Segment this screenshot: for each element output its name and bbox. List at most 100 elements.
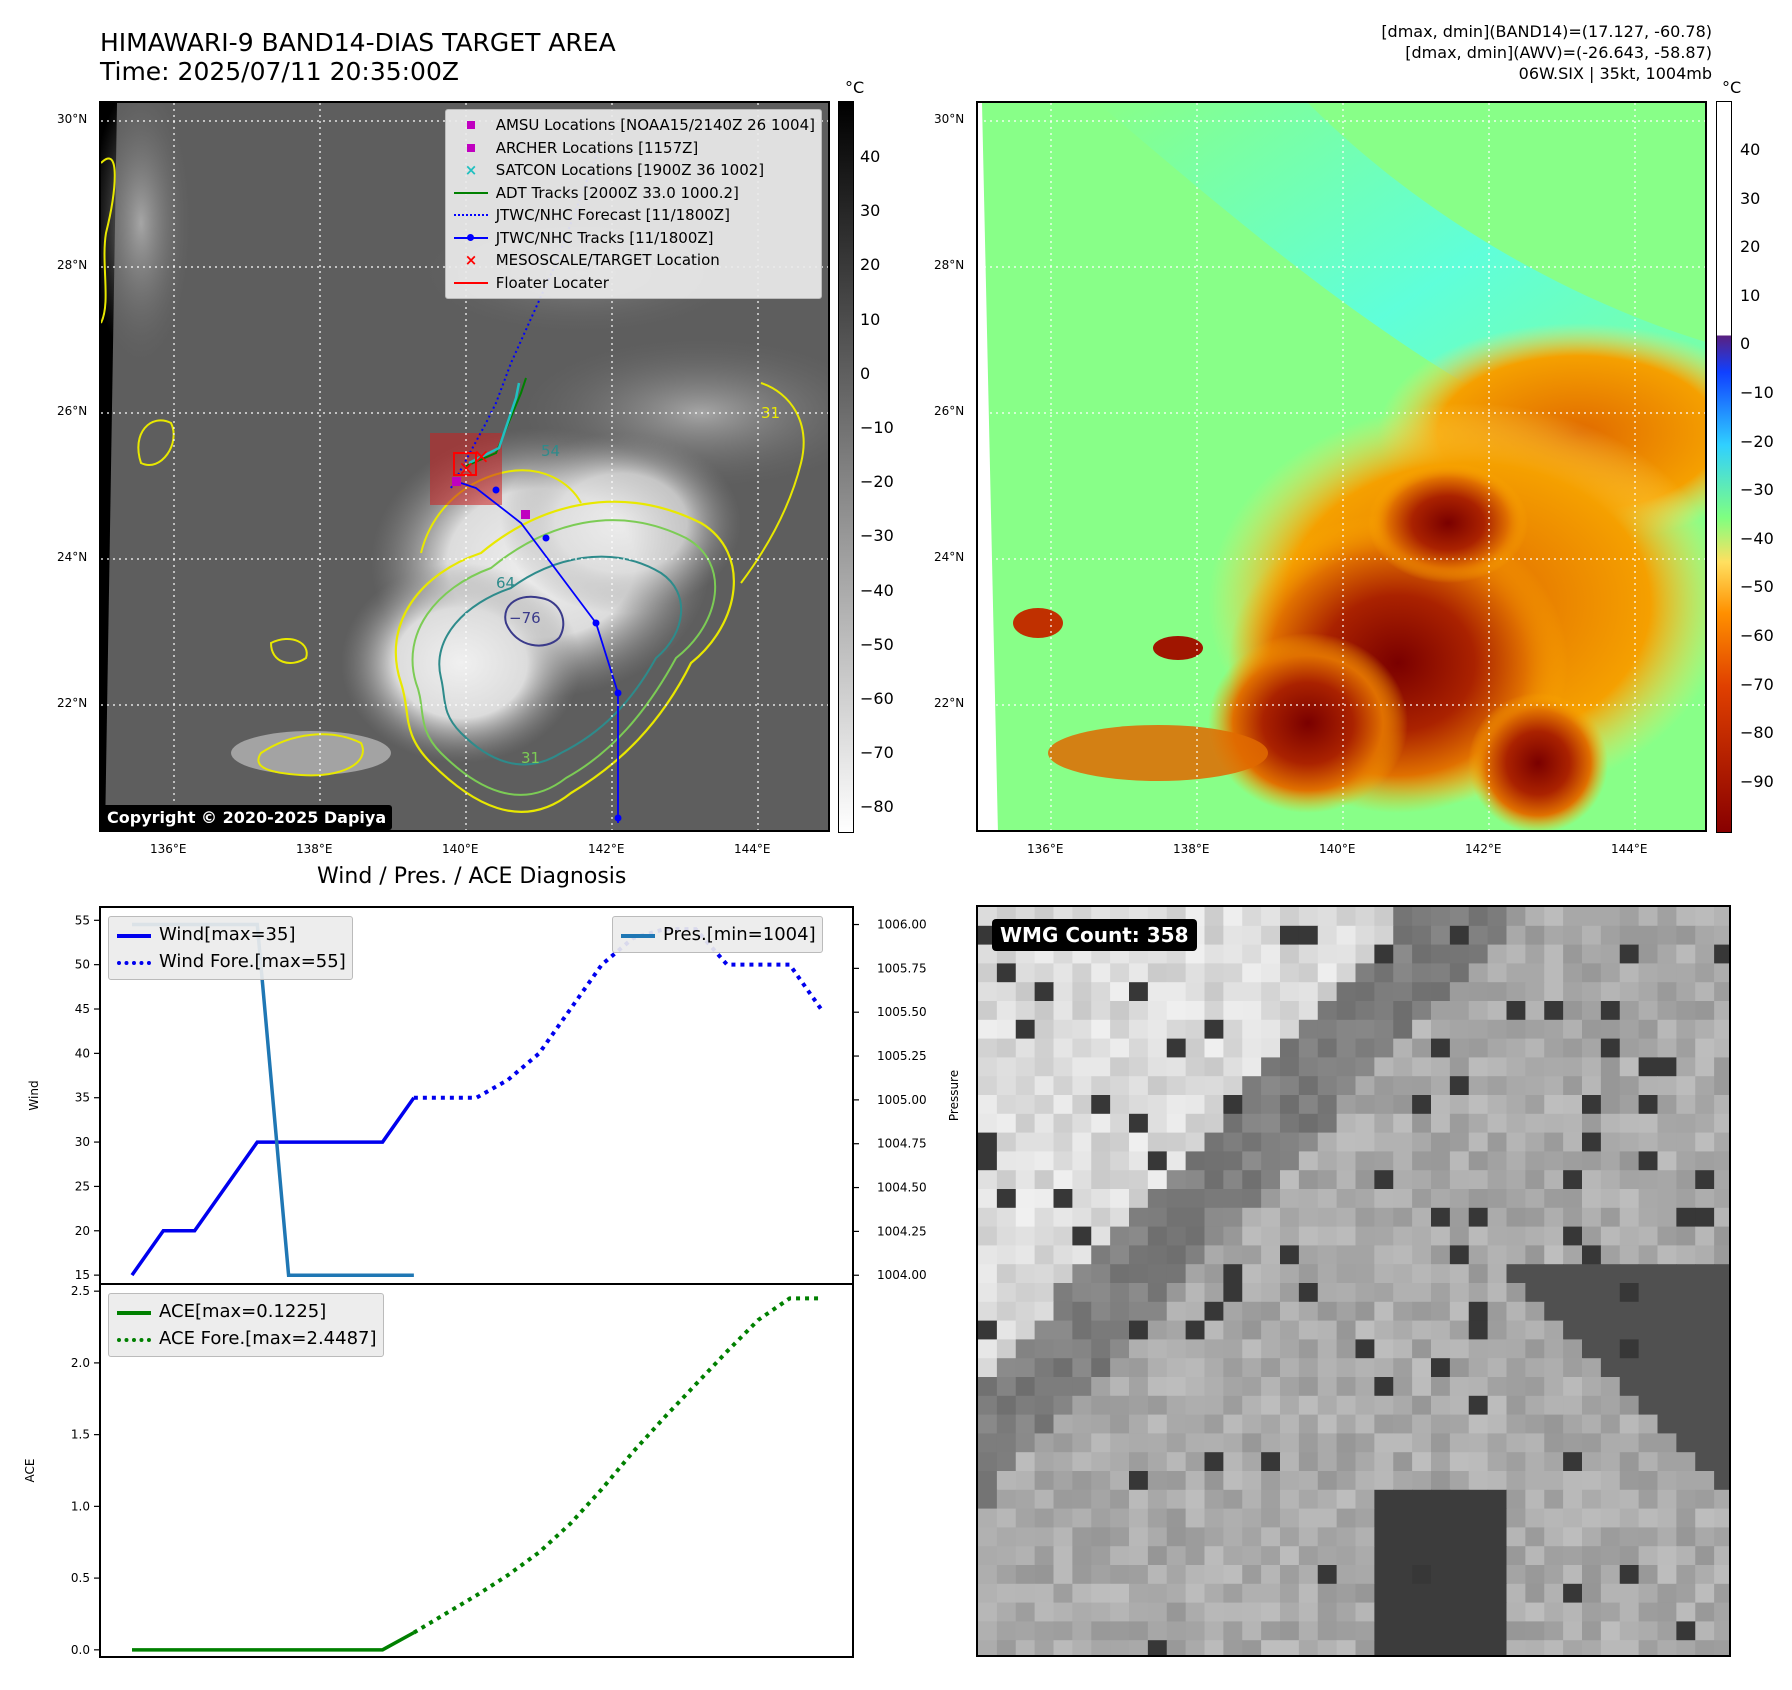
wmg-cell: [1374, 1527, 1394, 1547]
wmg-cell: [1563, 1471, 1583, 1491]
wmg-cell: [1166, 1339, 1187, 1359]
wmg-cell: [1053, 1207, 1073, 1228]
wmg-cell: [1600, 1621, 1621, 1641]
wmg-cell: [1412, 1583, 1432, 1604]
wmg-cell: [1657, 1527, 1677, 1547]
wmg-cell: [1053, 1565, 1073, 1585]
wmg-cell: [1147, 1076, 1168, 1096]
wmg-cell: [1525, 1001, 1545, 1021]
wmg-cell: [1619, 1414, 1640, 1434]
wmg-cell: [1582, 1038, 1602, 1058]
wmg-cell: [1034, 1471, 1054, 1491]
wmg-cell: [1336, 1095, 1356, 1115]
wmg-cell: [1280, 1170, 1300, 1190]
wmg-cell: [1619, 1113, 1640, 1134]
wmg-cell: [1638, 1189, 1658, 1209]
wmg-cell: [1487, 1395, 1507, 1416]
wmg-cell: [1204, 1057, 1224, 1077]
wmg-cell: [1336, 1076, 1356, 1096]
colorbar-tick-label: −40: [860, 580, 894, 600]
wmg-cell: [1242, 1057, 1262, 1077]
wmg-cell: [1468, 1189, 1489, 1209]
wmg-cell: [1657, 1038, 1677, 1058]
wmg-cell: [1468, 1640, 1489, 1655]
wmg-cell: [1091, 1489, 1111, 1510]
wmg-cell: [1166, 1527, 1187, 1547]
wmg-cell: [1185, 1076, 1205, 1096]
wmg-cell: [1374, 1019, 1394, 1040]
wmg-cell: [1657, 1320, 1677, 1340]
wmg-cell: [1431, 1301, 1451, 1322]
wmg-pixel-grid: [978, 907, 1729, 1655]
wmg-cell: [1091, 1057, 1111, 1077]
wmg-cell: [1110, 1433, 1130, 1453]
wmg-cell: [1317, 1358, 1338, 1378]
wmg-cell: [1393, 1508, 1413, 1528]
wmg-cell: [1657, 1301, 1677, 1322]
wmg-cell: [1468, 1339, 1489, 1359]
wmg-cell: [1261, 1452, 1281, 1472]
wmg-cell: [1544, 963, 1564, 983]
wmg-cell: [1563, 1565, 1583, 1585]
wmg-cell: [1695, 1395, 1715, 1416]
wmg-cell: [1317, 1019, 1338, 1040]
wmg-cell: [1317, 1489, 1338, 1510]
wmg-cell: [1619, 1602, 1640, 1622]
wmg-cell: [1185, 1339, 1205, 1359]
wmg-cell: [1676, 925, 1696, 946]
wmg-cell: [1506, 1001, 1526, 1021]
wmg-cell: [1280, 1283, 1300, 1303]
legend-item: JTWC/NHC Tracks [11/1800Z]: [452, 227, 815, 250]
wmg-cell: [1487, 1489, 1507, 1510]
lat-tick-label: 26°N: [57, 404, 88, 418]
wmg-cell: [1261, 1433, 1281, 1453]
wmg-cell: [1091, 1414, 1111, 1434]
wmg-cell: [1317, 1283, 1338, 1303]
wmg-cell: [1487, 1113, 1507, 1134]
wmg-cell: [1204, 1377, 1224, 1397]
wmg-cell: [1449, 1001, 1470, 1021]
wmg-cell: [1091, 1132, 1111, 1152]
wmg-cell: [1657, 1113, 1677, 1134]
wmg-cell: [1449, 1076, 1470, 1096]
wmg-cell: [1317, 1395, 1338, 1416]
wmg-cell: [1582, 982, 1602, 1002]
wmg-cell: [1393, 1583, 1413, 1604]
wmg-cell: [1638, 1264, 1658, 1284]
wmg-cell: [1298, 1508, 1319, 1528]
wmg-cell: [1129, 1621, 1149, 1641]
wmg-cell: [1072, 1320, 1092, 1340]
wmg-cell: [1695, 1583, 1715, 1604]
wmg-cell: [1223, 1583, 1243, 1604]
wmg-cell: [1034, 1226, 1054, 1246]
wmg-cell: [1298, 1377, 1319, 1397]
wmg-cell: [1336, 1019, 1356, 1040]
wmg-cell: [1431, 1471, 1451, 1491]
wmg-cell: [996, 1095, 1017, 1115]
wmg-cell: [1317, 963, 1338, 983]
legend-item: ACE Fore.[max=2.4487]: [115, 1325, 377, 1352]
wmg-cell: [1355, 1602, 1375, 1622]
wmg-cell: [996, 1189, 1017, 1209]
wmg-cell: [1374, 1377, 1394, 1397]
wmg-cell: [1563, 1621, 1583, 1641]
wmg-cell: [1582, 1113, 1602, 1134]
wmg-cell: [1317, 1546, 1338, 1566]
wmg-cell: [1657, 1207, 1677, 1228]
wmg-cell: [1714, 1170, 1729, 1190]
wmg-cell: [1053, 1151, 1073, 1171]
wmg-cell: [1657, 963, 1677, 983]
wmg-cell: [1223, 1207, 1243, 1228]
wmg-cell: [1506, 1245, 1526, 1265]
wmg-cell: [1487, 925, 1507, 946]
wmg-cell: [1431, 1489, 1451, 1510]
wmg-cell: [1714, 1395, 1729, 1416]
ace-series-line-0: [132, 1631, 415, 1652]
wmg-cell: [1166, 1151, 1187, 1171]
wmg-cell: [1129, 1189, 1149, 1209]
wmg-cell: [1695, 1151, 1715, 1171]
wmg-cell: [1657, 1471, 1677, 1491]
wmg-cell: [1582, 907, 1602, 927]
wmg-cell: [1223, 925, 1243, 946]
wmg-cell: [1242, 1301, 1262, 1322]
